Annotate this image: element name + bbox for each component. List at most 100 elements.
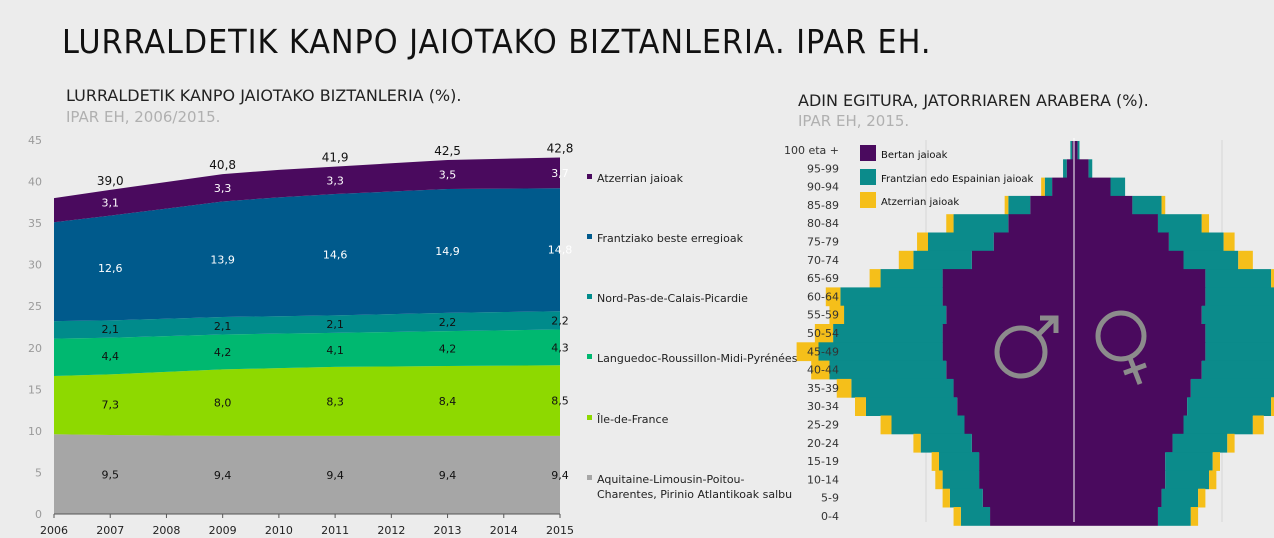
age-group-label: 10-14 <box>807 473 839 486</box>
right-chart-title: ADIN EGITURA, JATORRIAREN ARABERA (%). <box>798 91 1149 110</box>
area-value-label: 12,6 <box>98 262 123 275</box>
pyramid-bar-men <box>1004 195 1009 215</box>
area-value-label: 4,1 <box>326 344 344 357</box>
pyramid-bar-men <box>920 433 972 453</box>
pyramid-bar-women <box>1074 397 1188 416</box>
pyramid-bar-women <box>1074 507 1158 526</box>
pyramid-bar-men <box>938 452 980 471</box>
pyramid-bar-women <box>1252 415 1264 435</box>
pyramid-bar-men <box>942 488 950 508</box>
pyramid-bar-men <box>840 287 943 307</box>
pyramid-bar-women <box>1157 507 1191 526</box>
pyramid-bar-men <box>931 452 939 471</box>
x-tick-label: 2008 <box>152 524 180 537</box>
age-group-label: 100 eta + <box>784 144 839 157</box>
area-series-4 <box>54 188 560 322</box>
pyramid-bar-men <box>836 378 852 398</box>
area-value-label: 8,4 <box>439 395 457 408</box>
pyramid-bar-women <box>1271 397 1274 416</box>
total-label: 42,5 <box>434 144 461 158</box>
x-tick-label: 2012 <box>377 524 405 537</box>
area-value-label: 3,7 <box>551 167 569 180</box>
pyramid-legend-swatch <box>860 145 876 161</box>
x-tick-label: 2011 <box>321 524 349 537</box>
pyramid-bar-men <box>982 488 1074 508</box>
pyramid-bar-women <box>1165 452 1213 471</box>
area-value-label: 4,4 <box>101 350 119 363</box>
pyramid-bar-women <box>1201 305 1274 325</box>
y-tick-label: 10 <box>28 425 42 438</box>
area-value-label: 8,3 <box>326 395 344 408</box>
pyramid-bar-women <box>1110 177 1126 197</box>
pyramid-bar-women <box>1074 324 1206 343</box>
legend-label: Aquitaine-Limousin-Poitou- <box>597 473 745 486</box>
pyramid-bar-men <box>993 232 1074 252</box>
pyramid-bar-men <box>829 360 947 380</box>
pyramid-bar-men <box>979 452 1074 471</box>
pyramid-bar-women <box>1238 250 1253 270</box>
left-chart-subtitle: IPAR EH, 2006/2015. <box>66 108 221 126</box>
pyramid-bar-women <box>1074 250 1184 270</box>
pyramid-bar-men <box>953 507 961 526</box>
area-series-0 <box>54 434 560 514</box>
female-symbol-crossbar <box>1123 362 1147 376</box>
pyramid-bar-women <box>1201 360 1274 380</box>
age-group-label: 30-34 <box>807 400 839 413</box>
y-tick-label: 20 <box>28 342 42 355</box>
pyramid-legend-label: Frantzian edo Espainian jaioak <box>881 174 1033 185</box>
age-group-label: 50-54 <box>807 327 839 340</box>
age-group-label: 55-59 <box>807 309 839 322</box>
pyramid-bar-men <box>942 269 1074 288</box>
pyramid-bar-men <box>880 269 943 288</box>
page-title: LURRALDETIK KANPO JAIOTAKO BIZTANLERIA. … <box>62 22 932 61</box>
legend-label: Frantziako beste erregioak <box>597 232 744 245</box>
male-symbol-icon <box>994 315 1059 379</box>
y-tick-label: 15 <box>28 383 42 396</box>
pyramid-bar-men <box>814 324 834 343</box>
pyramid-bar-men <box>971 433 1074 453</box>
age-group-label: 20-24 <box>807 437 839 450</box>
legend-swatch <box>587 294 592 299</box>
area-value-label: 9,4 <box>326 469 344 482</box>
pyramid-bar-women <box>1074 269 1206 288</box>
pyramid-bar-men <box>869 269 881 288</box>
pyramid-bar-men <box>964 415 1074 435</box>
area-value-label: 9,4 <box>439 469 457 482</box>
area-value-label: 2,1 <box>101 323 119 336</box>
age-group-label: 5-9 <box>821 492 839 505</box>
age-group-label: 45-49 <box>807 345 839 358</box>
right-chart-subtitle: IPAR EH, 2015. <box>798 112 910 130</box>
age-group-label: 75-79 <box>807 236 839 249</box>
pyramid-bar-men <box>953 378 1074 398</box>
area-series-1 <box>54 365 560 436</box>
pyramid-bar-women <box>1205 287 1274 307</box>
pyramid-bar-men <box>942 342 1074 362</box>
age-group-label: 40-44 <box>807 364 839 377</box>
pyramid-bar-men <box>898 250 914 270</box>
area-value-label: 14,6 <box>323 249 348 262</box>
legend-swatch <box>587 415 592 420</box>
pyramid-bar-men <box>942 287 1074 307</box>
pyramid-bar-men <box>935 470 943 490</box>
pyramid-bar-women <box>1190 378 1274 398</box>
area-value-label: 4,2 <box>214 346 232 359</box>
age-group-label: 25-29 <box>807 419 839 432</box>
age-group-label: 80-84 <box>807 217 839 230</box>
x-tick-label: 2013 <box>434 524 462 537</box>
area-value-label: 7,3 <box>101 399 119 412</box>
pyramid-bar-women <box>1161 195 1166 215</box>
pyramid-bar-women <box>1074 177 1111 197</box>
pyramid-legend-swatch <box>860 169 876 185</box>
pyramid-bar-women <box>1074 378 1191 398</box>
pyramid-bar-women <box>1074 452 1166 471</box>
pyramid-legend-swatch <box>860 192 876 208</box>
pyramid-bar-men <box>953 214 1009 233</box>
x-tick-label: 2015 <box>546 524 574 537</box>
y-tick-label: 25 <box>28 300 42 313</box>
pyramid-bar-men <box>957 397 1074 416</box>
pyramid-bar-men <box>913 433 921 453</box>
pyramid-bar-women <box>1074 159 1089 179</box>
pyramid-bar-women <box>1165 470 1210 490</box>
legend-label: Atzerrian jaioak <box>597 172 684 185</box>
